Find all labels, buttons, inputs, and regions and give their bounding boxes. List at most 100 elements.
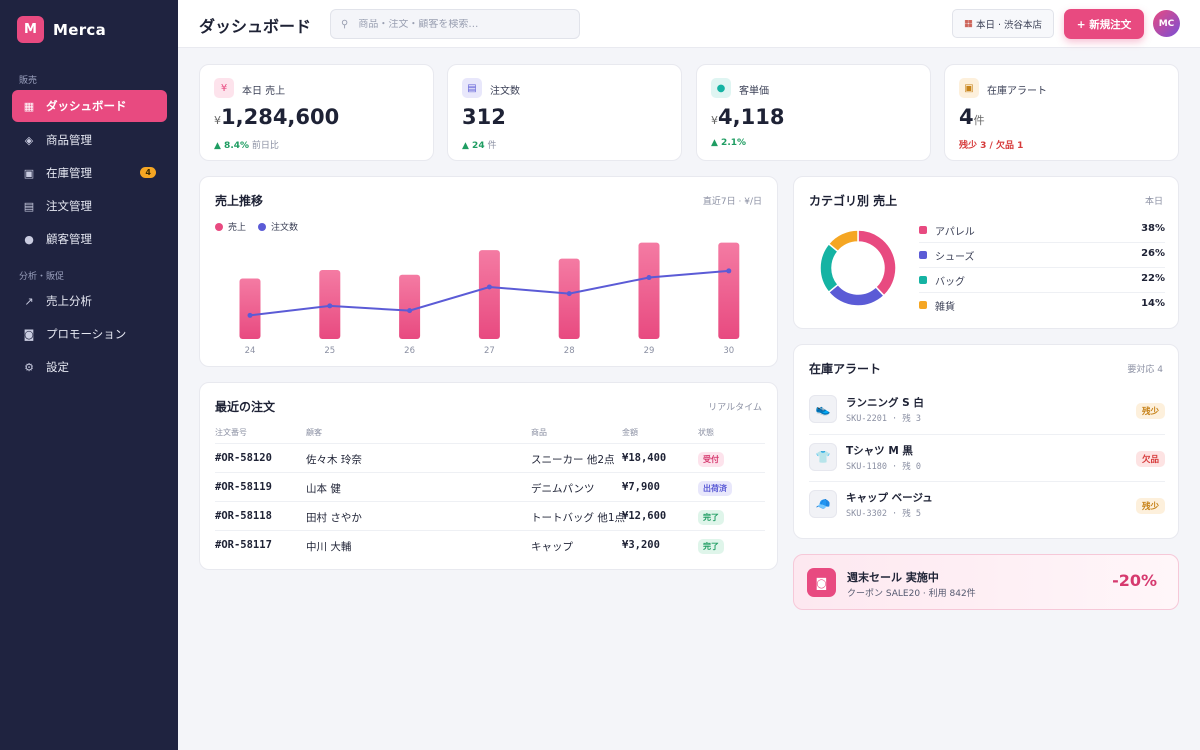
stock-badge: 残少 <box>1135 403 1165 419</box>
kpi-delta: ▲ 2.1% <box>711 138 747 148</box>
kpi-label: 在庫アラート <box>987 86 1047 97</box>
category-donut <box>819 229 897 307</box>
user-icon: ● <box>24 232 34 246</box>
kpi-label: 本日 売上 <box>242 86 286 97</box>
order-product: スニーカー 他2点 <box>531 454 615 466</box>
sidebar-item-settings[interactable]: ⚙ 設定 <box>12 351 167 383</box>
search-input[interactable] <box>358 18 559 30</box>
stock-item[interactable]: 🧢 キャップ ベージュ SKU-3302 · 残 5 残少 <box>809 481 1165 528</box>
order-id: #OR-58117 <box>215 539 272 551</box>
x-tick-label: 25 <box>324 346 335 356</box>
point-orders-29 <box>646 275 652 281</box>
category-name: バッグ <box>935 277 965 288</box>
stock-name: Tシャツ M 黒 <box>846 445 913 457</box>
receipt-icon: ▤ <box>462 78 482 98</box>
category-pct: 14% <box>1141 298 1165 309</box>
stock-item[interactable]: 👟 ランニング S 白 SKU-2201 · 残 3 残少 <box>809 387 1165 434</box>
sidebar-item-analytics[interactable]: ↗ 売上分析 <box>12 285 167 317</box>
stock-badge: 欠品 <box>1135 451 1165 467</box>
section-label-sales: 販売 <box>19 76 38 86</box>
sidebar-item-products[interactable]: ◈ 商品管理 <box>12 124 167 156</box>
category-swatch <box>919 251 927 259</box>
status-badge: 完了 <box>698 539 724 554</box>
calendar-icon: ▦ <box>963 18 973 29</box>
point-orders-25 <box>327 303 333 309</box>
stock-meta: 要対応 4 <box>1127 365 1163 375</box>
sidebar-item-promotion[interactable]: ◙ プロモーション <box>12 318 167 350</box>
x-tick-label: 27 <box>484 346 495 356</box>
user-icon: ● <box>711 78 731 98</box>
stock-badge: 残少 <box>1135 498 1165 514</box>
category-name: アパレル <box>935 227 975 238</box>
kpi-card-sales: ¥ 本日 売上 ¥1,284,600 ▲ 8.4% 前日比 <box>199 64 434 161</box>
sidebar-item-inventory[interactable]: ▣ 在庫管理 4 <box>12 157 167 189</box>
category-row: シューズ 26% <box>919 243 1165 268</box>
kpi-label: 客単価 <box>739 86 769 97</box>
column-header: 顧客 <box>306 428 322 437</box>
header: ダッシュボード ⚲ ▦ 本日 · 渋谷本店 + 新規注文 MC <box>178 0 1200 48</box>
search-icon: ⚲ <box>341 18 349 30</box>
box-icon: ▣ <box>959 78 979 98</box>
section-label-analytics: 分析・販促 <box>19 272 65 282</box>
status-badge: 完了 <box>698 510 724 525</box>
ticket-icon: ◙ <box>807 568 836 597</box>
table-row[interactable]: #OR-58119 山本 健 デニムパンツ ¥7,900 出荷済 <box>215 472 765 501</box>
chart-legend: 売上 注文数 <box>215 220 298 233</box>
category-pct: 26% <box>1141 248 1165 259</box>
kpi-delta: 残少 3 / 欠品 1 <box>959 141 1024 151</box>
sidebar-item-label: 商品管理 <box>46 133 92 147</box>
sidebar-item-orders[interactable]: ▤ 注文管理 <box>12 190 167 222</box>
legend-label-orders: 注文数 <box>271 223 299 233</box>
x-tick-label: 28 <box>564 346 575 356</box>
point-orders-24 <box>247 312 253 318</box>
order-product: デニムパンツ <box>531 483 595 495</box>
order-id: #OR-58118 <box>215 510 272 522</box>
brand[interactable]: M Merca <box>17 16 106 43</box>
sales-chart-card: 売上推移 直近7日 · ¥/日 売上 注文数 24 25 26 27 28 29 30 <box>199 176 778 367</box>
table-row[interactable]: #OR-58120 佐々木 玲奈 スニーカー 他2点 ¥18,400 受付 <box>215 443 765 472</box>
stock-sku: SKU-3302 · 残 5 <box>846 509 922 519</box>
category-row: 雑貨 14% <box>919 293 1165 318</box>
table-row[interactable]: #OR-58117 中川 大輔 キャップ ¥3,200 完了 <box>215 530 765 559</box>
stock-item[interactable]: 👕 Tシャツ M 黒 SKU-1180 · 残 0 欠品 <box>809 434 1165 481</box>
order-customer: 山本 健 <box>306 483 341 495</box>
avatar[interactable]: MC <box>1153 10 1180 37</box>
sidebar-item-dashboard[interactable]: ▦ ダッシュボード <box>12 90 167 122</box>
yen-icon: ¥ <box>214 78 234 98</box>
order-id: #OR-58119 <box>215 481 272 493</box>
order-customer: 中川 大輔 <box>306 541 352 553</box>
order-customer: 田村 さやか <box>306 512 362 524</box>
bar-sales-30 <box>718 242 740 339</box>
sidebar-item-customers[interactable]: ● 顧客管理 <box>12 223 167 255</box>
category-pct: 22% <box>1141 273 1165 284</box>
sidebar-item-label: ダッシュボード <box>46 99 127 113</box>
donut-slice-1 <box>827 283 886 307</box>
status-badge: 出荷済 <box>698 481 732 496</box>
orders-meta: リアルタイム <box>708 403 762 413</box>
category-row: バッグ 22% <box>919 268 1165 293</box>
x-tick-label: 26 <box>404 346 415 356</box>
kpi-value: 312 <box>462 105 506 129</box>
table-row[interactable]: #OR-58118 田村 さやか トートバッグ 他1点 ¥12,600 完了 <box>215 501 765 530</box>
kpi-card-orders: ▤ 注文数 312 ▲ 24 件 <box>447 64 682 161</box>
promo-title: 週末セール 実施中 <box>847 571 939 584</box>
order-customer: 佐々木 玲奈 <box>306 454 362 466</box>
store-selector[interactable]: ▦ 本日 · 渋谷本店 <box>952 9 1054 38</box>
category-swatch <box>919 301 927 309</box>
point-orders-28 <box>566 291 572 297</box>
x-tick-label: 29 <box>644 346 655 356</box>
column-header: 金額 <box>622 428 638 437</box>
bar-sales-27 <box>478 250 500 339</box>
orders-title: 最近の注文 <box>215 400 276 414</box>
new-order-button[interactable]: + 新規注文 <box>1064 9 1144 39</box>
ticket-icon: ◙ <box>23 327 35 341</box>
point-orders-26 <box>407 308 413 314</box>
sidebar-item-label: 顧客管理 <box>46 232 92 246</box>
shirt-icon: 👕 <box>809 443 837 471</box>
promo-banner[interactable]: ◙ 週末セール 実施中 クーポン SALE20 · 利用 842件 -20% <box>793 554 1179 610</box>
search-box[interactable]: ⚲ <box>330 9 580 39</box>
kpi-card-avg-spend: ● 客単価 ¥4,118 ▲ 2.1% <box>696 64 931 161</box>
order-amount: ¥12,600 <box>622 510 667 522</box>
sidebar-item-label: 設定 <box>46 360 69 374</box>
kpi-delta: ▲ 24 件 <box>462 141 497 151</box>
